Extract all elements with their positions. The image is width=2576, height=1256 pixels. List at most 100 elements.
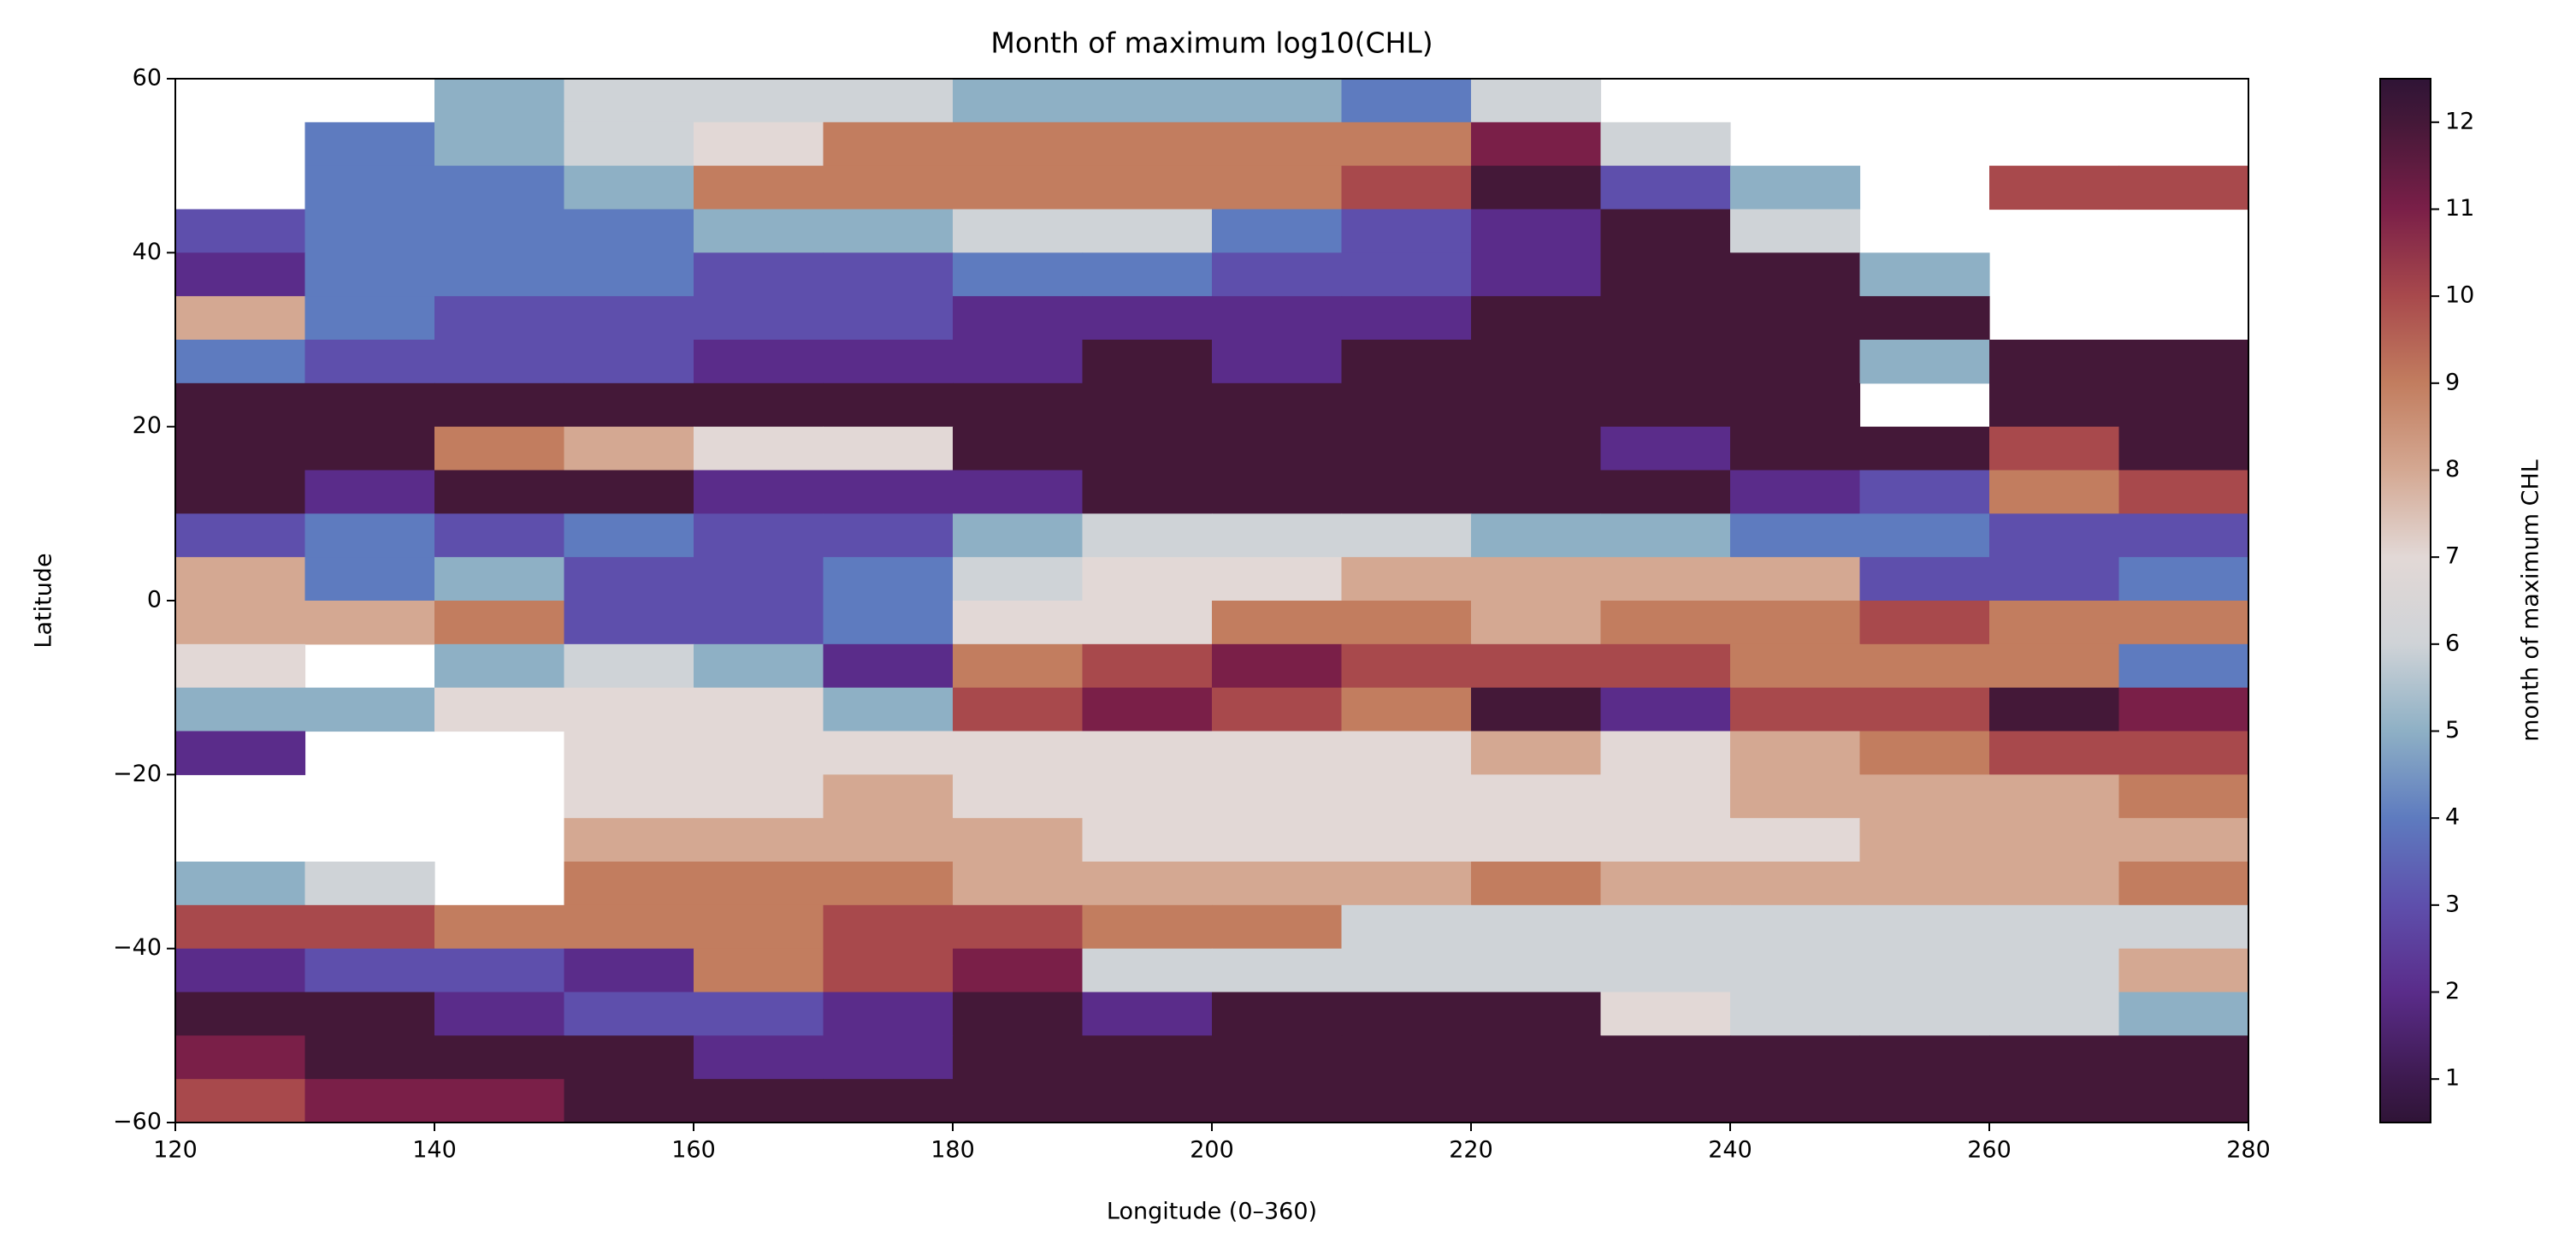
heatmap-cell: [1212, 340, 1343, 384]
y-tick-label: −20: [113, 761, 162, 787]
heatmap-cell: [1341, 340, 1472, 384]
heatmap-cell: [1859, 948, 1990, 993]
heatmap-cell: [434, 643, 565, 689]
heatmap-cell: [1082, 948, 1213, 993]
heatmap-cell: [823, 948, 954, 993]
heatmap-cell: [1341, 209, 1472, 253]
heatmap-cell: [694, 165, 824, 210]
heatmap-cell: [694, 426, 824, 471]
heatmap-cell: [175, 513, 306, 558]
heatmap-cell: [304, 121, 435, 167]
heatmap-cell: [1082, 513, 1213, 558]
heatmap-cell: [1859, 992, 1990, 1036]
heatmap-cell: [1471, 904, 1602, 950]
colorbar-tick-label: 4: [2445, 804, 2460, 831]
heatmap-cell: [1212, 687, 1343, 732]
heatmap-cell: [564, 643, 694, 689]
heatmap-cell: [1859, 513, 1990, 558]
heatmap-cell: [694, 774, 824, 819]
heatmap-cell: [953, 252, 1084, 297]
heatmap-cell: [434, 948, 565, 993]
heatmap-cell: [434, 513, 565, 558]
heatmap-cell: [953, 557, 1084, 601]
heatmap-cell: [1989, 340, 2120, 384]
heatmap-cell: [1212, 209, 1343, 253]
heatmap-cell: [1471, 818, 1602, 862]
heatmap-cell: [823, 382, 954, 428]
heatmap-cell: [823, 340, 954, 384]
heatmap-cell: [1471, 731, 1602, 775]
heatmap-cell: [823, 601, 954, 645]
heatmap-cell: [1730, 382, 1861, 428]
heatmap-cell: [2118, 557, 2248, 601]
heatmap-cell: [175, 601, 306, 645]
colorbar-tick-label: 5: [2445, 717, 2460, 744]
heatmap-cell: [694, 470, 824, 514]
heatmap-cell: [1082, 340, 1213, 384]
heatmap-cell: [1212, 513, 1343, 558]
heatmap-cell: [1600, 643, 1731, 689]
heatmap-cell: [564, 382, 694, 428]
heatmap-cell: [1730, 340, 1861, 384]
heatmap-cell: [1471, 601, 1602, 645]
heatmap-cell: [1082, 687, 1213, 732]
heatmap-cell: [823, 992, 954, 1036]
heatmap-cell: [1859, 643, 1990, 689]
heatmap-cell: [564, 1079, 694, 1123]
heatmap-cell: [694, 687, 824, 732]
heatmap-cell: [175, 426, 306, 471]
heatmap-cell: [304, 513, 435, 558]
heatmap-cell: [1471, 862, 1602, 906]
heatmap-cell: [2118, 731, 2248, 775]
heatmap-cell: [1600, 340, 1731, 384]
heatmap-cell: [1341, 1035, 1472, 1080]
heatmap-cell: [1082, 296, 1213, 341]
heatmap-cell: [953, 1079, 1084, 1123]
heatmap-cell: [694, 731, 824, 775]
heatmap-cell: [1730, 1035, 1861, 1080]
heatmap-cell: [304, 862, 435, 906]
heatmap-cell: [1341, 252, 1472, 297]
heatmap-cell: [1600, 426, 1731, 471]
heatmap-cell: [175, 992, 306, 1036]
heatmap-cell: [1859, 557, 1990, 601]
heatmap-cell: [1471, 687, 1602, 732]
colorbar-tick-label: 12: [2445, 108, 2474, 134]
heatmap-cell: [2118, 382, 2248, 428]
heatmap-cell: [1600, 731, 1731, 775]
heatmap-cell: [1212, 992, 1343, 1036]
heatmap-cell: [175, 948, 306, 993]
y-tick-label: 0: [147, 587, 162, 613]
heatmap-cell: [2118, 601, 2248, 645]
heatmap-cell: [2118, 643, 2248, 689]
heatmap-cell: [564, 340, 694, 384]
heatmap-cell: [1212, 296, 1343, 341]
heatmap-cell: [564, 601, 694, 645]
heatmap-cell: [1600, 862, 1731, 906]
heatmap-cell: [1600, 382, 1731, 428]
heatmap-cell: [1212, 862, 1343, 906]
colorbar-tick-label: 1: [2445, 1065, 2460, 1092]
x-tick-label: 280: [2226, 1137, 2271, 1164]
heatmap-cell: [694, 862, 824, 906]
heatmap-cell: [1859, 904, 1990, 950]
heatmap-cell: [1341, 948, 1472, 993]
heatmap-cell: [823, 557, 954, 601]
heatmap-cell: [564, 1035, 694, 1080]
heatmap-cell: [694, 601, 824, 645]
heatmap-cell: [1600, 948, 1731, 993]
heatmap-cell: [953, 687, 1084, 732]
heatmap-cell: [1212, 557, 1343, 601]
colorbar-tick-label: 11: [2445, 195, 2474, 222]
heatmap-cell: [1471, 252, 1602, 297]
heatmap-cell: [1600, 687, 1731, 732]
heatmap-cell: [434, 992, 565, 1036]
heatmap-cell: [694, 513, 824, 558]
heatmap-cell: [1600, 1035, 1731, 1080]
heatmap-cell: [2118, 1079, 2248, 1123]
colorbar-tick-label: 7: [2445, 543, 2460, 570]
heatmap-cell: [434, 1079, 565, 1123]
heatmap-cell: [1471, 165, 1602, 210]
heatmap-cell: [1341, 382, 1472, 428]
heatmap-cell: [694, 252, 824, 297]
